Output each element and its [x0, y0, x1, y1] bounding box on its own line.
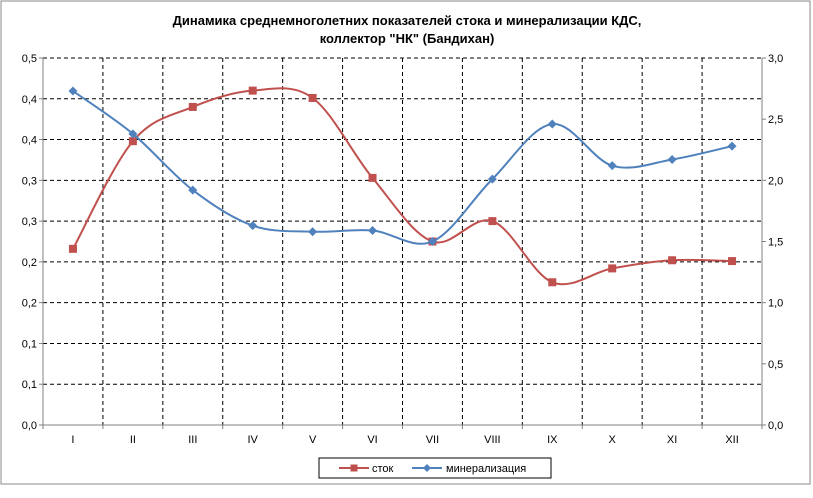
x-tick-label: X: [609, 434, 617, 446]
x-tick-label: IV: [248, 434, 259, 446]
data-point-mineralizatsiya: [308, 227, 318, 237]
right-tick-label: 1,0: [768, 298, 783, 310]
x-tick-label: XI: [667, 434, 677, 446]
data-point-mineralizatsiya: [487, 174, 497, 184]
right-tick-label: 3,0: [768, 53, 783, 65]
right-tick-label: 1,5: [768, 237, 783, 249]
left-tick-label: 0,4: [22, 94, 37, 106]
data-point-mineralizatsiya: [727, 141, 737, 151]
data-point-mineralizatsiya: [188, 185, 198, 195]
legend-label-stok: сток: [372, 463, 394, 475]
data-point-mineralizatsiya: [607, 161, 617, 171]
plot-area: 0,0 0,1 0,1 0,2 0,2 0,3 0,3 0,4 0,4 0,5 0,0 0,5 1,0 1…: [22, 53, 784, 446]
left-tick-label: 0,0: [22, 420, 37, 432]
x-tick-label: V: [309, 434, 317, 446]
legend-marker-stok: [350, 464, 358, 472]
legend-label-mineralizatsiya: минерализация: [446, 463, 526, 475]
left-tick-label: 0,1: [22, 338, 37, 350]
data-point-stok: [68, 244, 77, 253]
left-tick-label: 0,2: [22, 257, 37, 269]
data-point-stok: [728, 257, 737, 266]
data-point-mineralizatsiya: [368, 225, 378, 235]
data-point-stok: [668, 256, 677, 265]
data-point-stok: [248, 86, 257, 95]
x-tick-label: VI: [367, 434, 377, 446]
left-tick-label: 0,3: [22, 216, 37, 228]
data-point-stok: [188, 102, 197, 111]
data-point-mineralizatsiya: [248, 221, 258, 231]
x-tick-label: II: [130, 434, 136, 446]
right-tick-label: 2,5: [768, 114, 783, 126]
data-point-mineralizatsiya: [128, 129, 138, 139]
right-tick-label: 2,0: [768, 175, 783, 187]
data-point-stok: [308, 93, 317, 102]
right-tick-label: 0,5: [768, 359, 783, 371]
left-tick-label: 0,4: [22, 135, 37, 147]
data-point-stok: [128, 137, 137, 146]
x-tick-label: VIII: [484, 434, 501, 446]
x-tick-label: IX: [547, 434, 558, 446]
data-point-mineralizatsiya: [667, 155, 677, 165]
data-point-stok: [608, 264, 617, 273]
data-point-stok: [368, 173, 377, 182]
data-point-mineralizatsiya: [427, 237, 437, 246]
x-tick-label: I: [71, 434, 74, 446]
data-point-stok: [548, 278, 557, 287]
left-tick-label: 0,2: [22, 298, 37, 310]
chart-title-line-2: коллектор "НК" (Бандихан): [320, 31, 495, 46]
left-tick-label: 0,1: [22, 379, 37, 391]
data-point-mineralizatsiya: [68, 86, 78, 96]
x-tick-label: XII: [725, 434, 738, 446]
data-point-mineralizatsiya: [547, 119, 557, 129]
legend-marker-mineralizatsiya: [423, 464, 431, 472]
data-point-stok: [488, 217, 497, 226]
x-tick-label: III: [188, 434, 197, 446]
left-tick-label: 0,5: [22, 53, 37, 65]
chart-title-line-1: Динамика среднемноголетних показателей с…: [173, 13, 642, 28]
x-tick-label: VII: [426, 434, 439, 446]
left-tick-label: 0,3: [22, 175, 37, 187]
legend: сток минерализация: [318, 457, 552, 479]
right-tick-label: 0,0: [768, 420, 783, 432]
